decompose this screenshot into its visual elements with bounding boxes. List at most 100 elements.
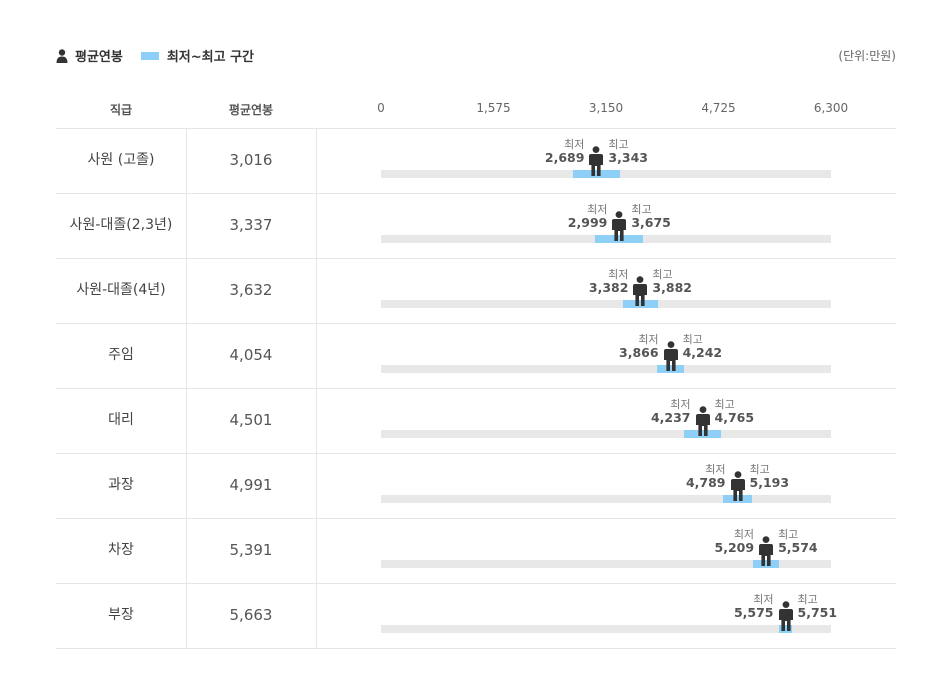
average-salary-value: 3,632 xyxy=(229,281,273,299)
axis-tick-label: 6,300 xyxy=(813,101,849,115)
salary-track xyxy=(381,365,831,373)
person-icon xyxy=(588,146,604,176)
max-label: 최고 3,675 xyxy=(631,203,671,229)
max-label-value: 3,675 xyxy=(631,215,671,230)
max-label-title: 최고 xyxy=(749,463,770,476)
salary-track xyxy=(381,300,831,308)
max-label: 최고 5,193 xyxy=(750,463,790,489)
min-label-title: 최저 xyxy=(733,528,755,541)
salary-range-bar xyxy=(779,625,792,633)
min-label-title: 최저 xyxy=(587,203,608,216)
table-row: 사원 (고졸) 3,016 최저 2,689 최고 3,343 xyxy=(56,128,896,193)
min-label-title: 최저 xyxy=(608,268,629,281)
salary-range-bar xyxy=(622,300,659,308)
max-label-value: 5,193 xyxy=(749,475,790,490)
max-label-title: 최고 xyxy=(778,528,799,541)
rank-label: 차장 xyxy=(108,542,134,558)
min-label: 최저 2,689 xyxy=(545,138,585,164)
average-salary-value: 3,016 xyxy=(229,151,273,169)
person-icon xyxy=(56,48,68,63)
max-label-title: 최고 xyxy=(652,268,673,281)
table-row: 과장 4,991 최저 4,789 최고 5,193 xyxy=(56,453,896,518)
rank-label: 부장 xyxy=(108,607,134,623)
row-divider xyxy=(56,583,896,584)
max-label-value: 3,343 xyxy=(608,150,648,165)
salary-track xyxy=(381,495,831,503)
person-icon xyxy=(778,601,794,631)
min-label-title: 최저 xyxy=(564,138,585,151)
min-label-title: 최저 xyxy=(705,463,726,476)
salary-range-bar xyxy=(723,495,752,503)
axis-tick-label: 0 xyxy=(377,101,385,115)
axis-tick-label: 1,575 xyxy=(476,101,511,115)
min-label: 최저 2,999 xyxy=(568,203,608,229)
salary-range-bar xyxy=(753,560,780,568)
rank-label: 사원-대졸(2,3년) xyxy=(69,217,173,233)
average-salary-value: 3,337 xyxy=(229,216,273,234)
row-divider xyxy=(56,193,896,194)
salary-track xyxy=(381,560,831,568)
rank-label: 과장 xyxy=(108,477,134,493)
min-label-value: 2,999 xyxy=(567,215,608,230)
person-icon xyxy=(695,406,711,436)
max-label-title: 최고 xyxy=(714,398,735,411)
salary-track xyxy=(381,430,831,438)
person-icon xyxy=(611,211,627,241)
max-label-value: 5,751 xyxy=(797,605,838,620)
rank-label: 주임 xyxy=(108,347,134,363)
table-row: 사원-대졸(4년) 3,632 최저 3,382 최고 3,882 xyxy=(56,258,896,323)
axis-tick-label: 3,150 xyxy=(588,101,624,115)
max-label-title: 최고 xyxy=(631,203,652,216)
rank-label: 사원 (고졸) xyxy=(87,152,155,168)
table-row: 대리 4,501 최저 4,237 최고 4,765 xyxy=(56,388,896,453)
average-salary-value: 4,054 xyxy=(229,346,273,364)
min-label-value: 5,209 xyxy=(714,540,755,555)
max-label-title: 최고 xyxy=(608,138,629,151)
average-salary-value: 5,391 xyxy=(229,541,273,559)
max-label-title: 최고 xyxy=(682,333,703,346)
salary-track xyxy=(381,625,831,633)
max-label-value: 5,574 xyxy=(778,540,818,555)
row-divider xyxy=(56,323,896,324)
min-label: 최저 4,789 xyxy=(686,463,726,489)
table-row: 부장 5,663 최저 5,575 최고 5,751 xyxy=(56,583,896,648)
legend-range-label: 최저~최고 구간 xyxy=(166,50,255,65)
salary-range-bar xyxy=(595,235,644,243)
legend: 평균연봉 최저~최고 구간 xyxy=(56,46,272,65)
header-rank: 직급 xyxy=(109,103,133,117)
rank-label: 사원-대졸(4년) xyxy=(76,282,166,298)
min-label-value: 4,237 xyxy=(650,410,691,425)
min-label-value: 5,575 xyxy=(733,605,774,620)
person-icon xyxy=(730,471,746,501)
salary-range-bar xyxy=(683,430,722,438)
legend-item-average: 평균연봉 xyxy=(56,46,123,65)
min-label-value: 2,689 xyxy=(544,150,585,165)
row-divider xyxy=(56,518,896,519)
max-label: 최고 3,882 xyxy=(652,268,692,294)
row-divider xyxy=(56,648,896,649)
salary-range-bar xyxy=(573,170,620,178)
min-label: 최저 3,866 xyxy=(619,333,659,359)
unit-label: (단위:만원) xyxy=(838,49,896,63)
max-label: 최고 5,574 xyxy=(778,528,818,554)
max-label: 최고 5,751 xyxy=(798,593,838,619)
min-label-title: 최저 xyxy=(753,593,774,606)
header-average: 평균연봉 xyxy=(228,103,274,117)
row-divider xyxy=(56,258,896,259)
max-label-value: 4,765 xyxy=(714,410,755,425)
rank-label: 대리 xyxy=(108,412,134,428)
table-top-divider xyxy=(56,128,896,129)
table-row: 차장 5,391 최저 5,209 최고 5,574 xyxy=(56,518,896,583)
min-label-title: 최저 xyxy=(638,333,659,346)
person-icon xyxy=(663,341,679,371)
max-label-title: 최고 xyxy=(797,593,818,606)
average-salary-value: 5,663 xyxy=(229,606,273,624)
min-label-title: 최저 xyxy=(670,398,691,411)
legend-average-label: 평균연봉 xyxy=(75,50,123,65)
max-label-value: 4,242 xyxy=(682,345,723,360)
row-divider xyxy=(56,388,896,389)
table-row: 주임 4,054 최저 3,866 최고 4,242 xyxy=(56,323,896,388)
legend-item-range: 최저~최고 구간 xyxy=(140,46,255,65)
min-label-value: 3,866 xyxy=(619,345,659,360)
min-label: 최저 5,575 xyxy=(734,593,774,619)
